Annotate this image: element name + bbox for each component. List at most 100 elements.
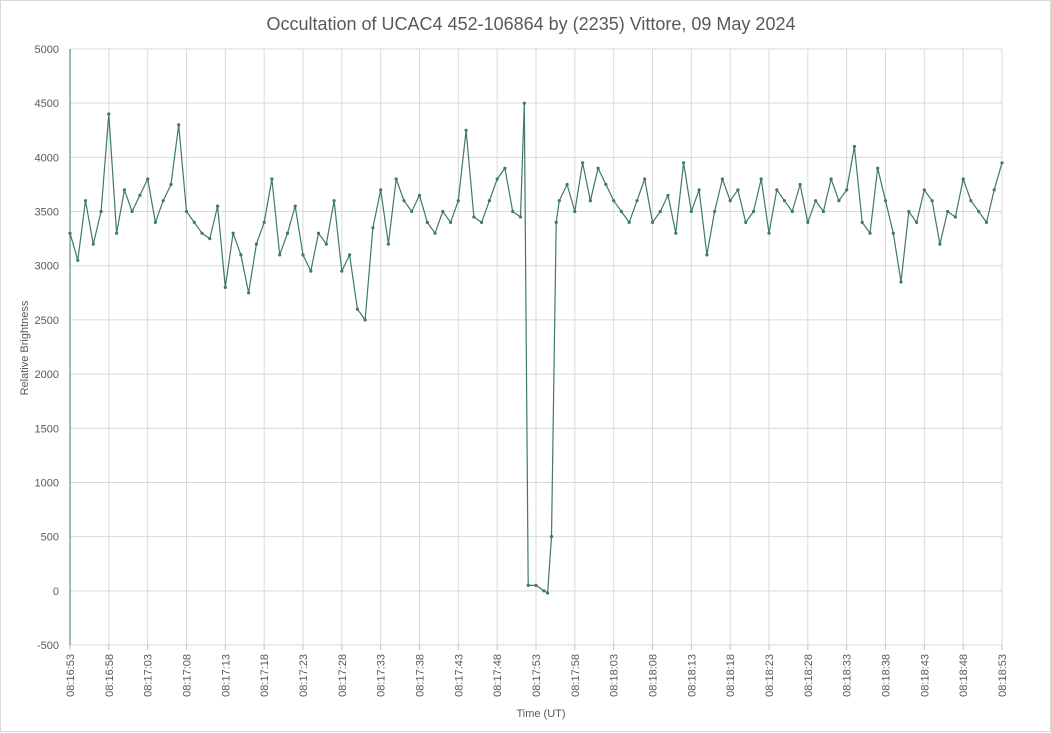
data-point xyxy=(270,177,274,181)
data-point xyxy=(775,188,779,192)
data-point xyxy=(612,199,616,203)
data-point xyxy=(790,209,794,214)
x-axis-label: Time (UT) xyxy=(516,708,565,720)
data-point xyxy=(565,182,569,187)
x-tick-label: 08:18:03 xyxy=(609,654,621,697)
x-tick-label: 08:17:03 xyxy=(143,654,155,697)
y-tick-label: 500 xyxy=(41,532,59,544)
data-point xyxy=(806,220,810,224)
data-point xyxy=(782,199,787,203)
data-point xyxy=(332,199,336,203)
data-point xyxy=(293,204,297,208)
data-point xyxy=(604,182,608,187)
data-point xyxy=(627,220,631,224)
data-point xyxy=(674,231,678,235)
data-point xyxy=(487,199,491,203)
data-point xyxy=(767,231,771,235)
data-point xyxy=(977,209,981,214)
x-tick-label: 08:17:13 xyxy=(220,654,232,697)
x-tick-label: 08:17:28 xyxy=(337,654,349,697)
x-tick-label: 08:18:08 xyxy=(648,654,660,697)
data-point xyxy=(821,209,826,214)
y-tick-label: 1500 xyxy=(35,423,59,435)
data-point xyxy=(969,199,973,203)
x-tick-label: 08:18:48 xyxy=(958,654,970,697)
data-point xyxy=(526,583,530,588)
data-point xyxy=(348,253,352,257)
data-point xyxy=(208,237,212,241)
data-point xyxy=(301,253,305,257)
data-point xyxy=(363,318,367,322)
data-point xyxy=(588,199,593,203)
data-point xyxy=(417,193,422,197)
x-tick-label: 08:18:28 xyxy=(803,654,815,697)
data-point xyxy=(115,231,119,235)
data-point xyxy=(254,242,258,246)
data-point xyxy=(860,220,864,224)
data-point xyxy=(915,220,919,224)
data-point xyxy=(192,220,196,224)
data-point xyxy=(480,220,484,224)
data-point xyxy=(744,220,748,224)
data-point xyxy=(503,166,507,170)
data-point xyxy=(581,161,585,165)
x-tick-label: 08:17:48 xyxy=(492,654,504,697)
x-tick-label: 08:18:23 xyxy=(764,654,776,697)
data-point xyxy=(309,269,313,273)
data-point xyxy=(635,199,639,203)
data-point xyxy=(1000,161,1004,165)
data-point xyxy=(829,177,833,181)
data-point xyxy=(868,231,872,235)
data-point xyxy=(68,231,72,235)
data-point xyxy=(146,177,150,181)
y-tick-label: 5000 xyxy=(35,44,59,56)
data-point xyxy=(534,583,538,588)
data-point xyxy=(472,215,476,219)
data-point xyxy=(798,182,802,187)
data-point xyxy=(852,144,857,149)
data-point xyxy=(992,188,996,192)
y-tick-label: 2000 xyxy=(35,369,59,381)
data-point xyxy=(546,591,550,595)
data-point xyxy=(650,220,655,224)
data-point xyxy=(107,112,111,116)
data-point xyxy=(324,242,328,246)
data-point xyxy=(953,215,958,219)
x-tick-label: 08:16:53 xyxy=(65,654,77,697)
data-point xyxy=(511,209,515,214)
data-point xyxy=(449,220,453,224)
y-tick-label: -500 xyxy=(37,640,59,652)
data-point xyxy=(138,193,142,197)
data-point xyxy=(728,199,732,203)
data-point xyxy=(495,177,499,181)
data-point xyxy=(99,209,103,214)
data-point xyxy=(930,199,934,203)
data-point xyxy=(619,209,624,214)
x-tick-label: 08:18:18 xyxy=(725,654,737,697)
data-point xyxy=(177,123,181,127)
data-point xyxy=(441,209,445,214)
data-point xyxy=(554,220,558,224)
data-point xyxy=(522,101,526,105)
x-tick-label: 08:17:08 xyxy=(182,654,194,697)
x-tick-label: 08:17:18 xyxy=(259,654,271,697)
data-point xyxy=(573,209,577,214)
chart-title: Occultation of UCAC4 452-106864 by (2235… xyxy=(267,14,796,34)
data-point xyxy=(557,199,561,203)
data-point xyxy=(938,242,942,246)
data-point xyxy=(697,188,701,192)
y-tick-label: 0 xyxy=(53,586,59,598)
data-point xyxy=(433,231,437,235)
data-point xyxy=(549,535,554,539)
x-tick-label: 08:17:38 xyxy=(415,654,427,697)
data-point xyxy=(643,177,647,181)
data-point xyxy=(837,199,841,203)
data-point xyxy=(907,209,911,214)
data-point xyxy=(518,215,523,219)
data-point xyxy=(759,177,763,181)
data-point xyxy=(751,209,756,214)
data-point xyxy=(666,193,670,197)
data-point xyxy=(891,231,895,235)
data-point xyxy=(720,177,725,181)
